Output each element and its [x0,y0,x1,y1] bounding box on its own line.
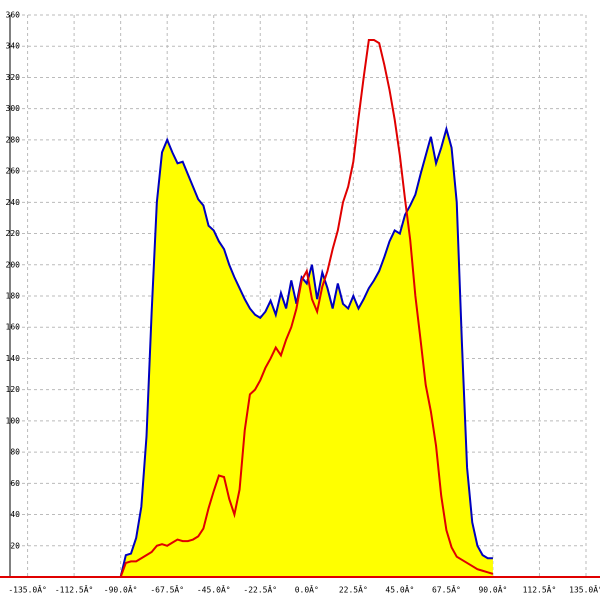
y-tick-label: 40 [10,510,20,519]
x-tick-label: -67.5Â° [150,584,184,595]
x-tick-label: 67.5Â° [432,584,461,595]
y-tick-label: 260 [6,167,21,176]
y-tick-label: 340 [6,42,21,51]
y-tick-label: 160 [6,323,21,332]
x-tick-label: 22.5Â° [339,584,368,595]
x-tick-label: -90.0Â° [104,584,138,595]
y-tick-label: 100 [6,416,21,425]
x-tick-label: 45.0Â° [385,584,414,595]
y-tick-label: 180 [6,292,21,301]
series-line [119,125,493,578]
x-tick-label: 90.0Â° [478,584,507,595]
y-tick-label: 200 [6,260,21,269]
x-tick-label: 0.0Â° [295,584,319,595]
y-tick-label: 60 [10,479,20,488]
x-tick-label: 112.5Â° [523,584,557,595]
area-fill [120,128,493,577]
y-tick-label: 140 [6,354,21,363]
x-tick-label: -45.0Â° [197,584,231,595]
y-tick-label: 120 [6,385,21,394]
y-tick-label: 20 [10,541,20,550]
y-tick-label: 240 [6,198,21,207]
y-tick-label: 300 [6,104,21,113]
y-tick-label: 220 [6,229,21,238]
x-tick-label: 135.0Â° [569,584,600,595]
y-tick-label: 320 [6,73,21,82]
x-tick-label: -112.5Â° [55,584,94,595]
x-tick-label: -22.5Â° [243,584,277,595]
y-tick-label: 80 [10,448,20,457]
y-tick-label: 360 [6,11,21,20]
y-tick-label: 280 [6,135,21,144]
x-tick-label: -135.0Â° [8,584,47,595]
series-line [119,38,494,578]
